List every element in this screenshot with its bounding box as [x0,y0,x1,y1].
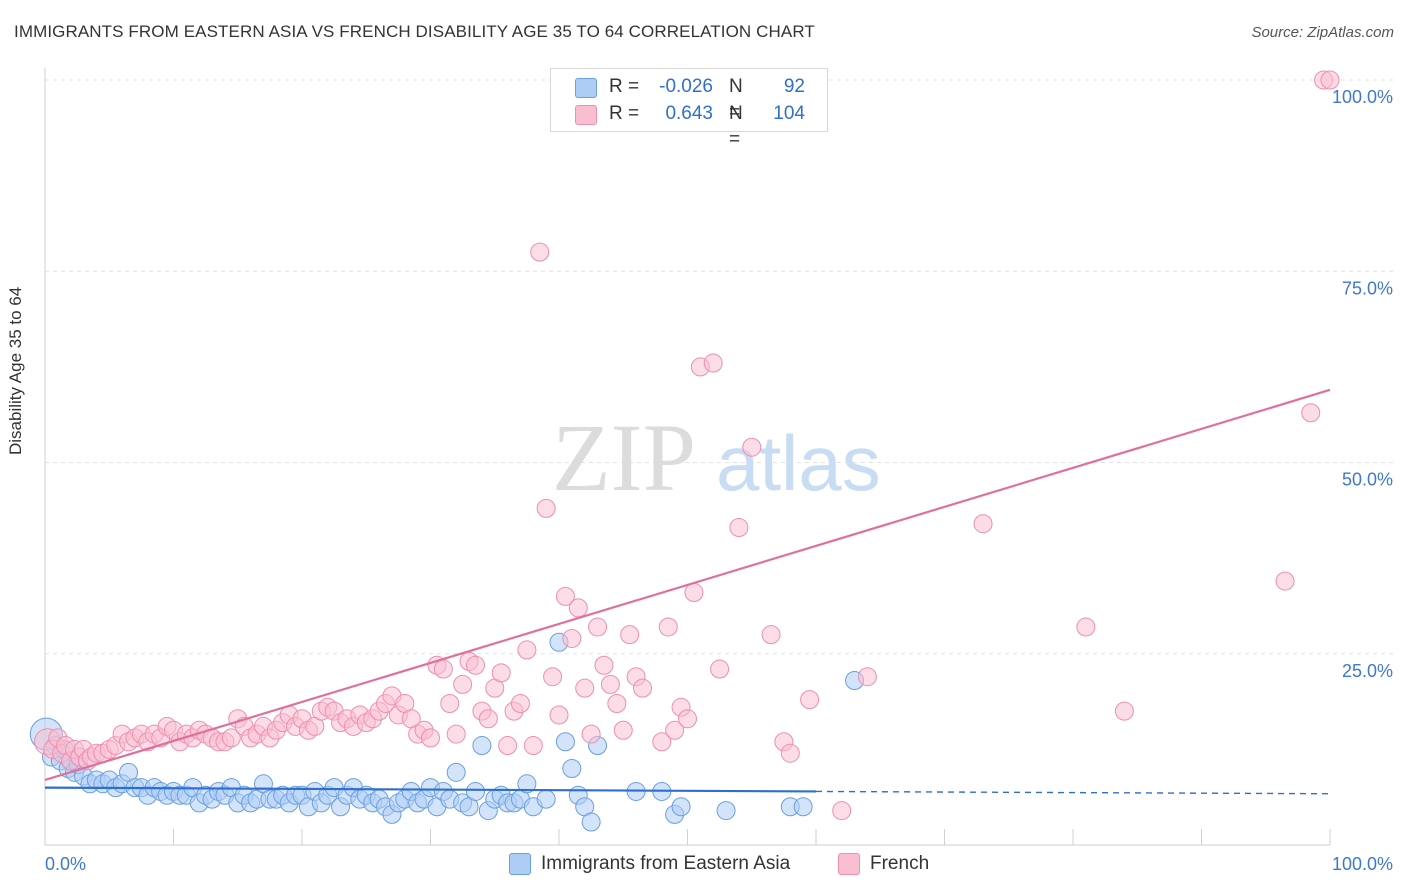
data-point [678,709,697,729]
trend-line-french [44,388,1331,782]
data-point [555,586,575,606]
legend-label-french: French [870,853,930,874]
data-point [498,736,518,756]
watermark-zip: ZIP [552,404,696,511]
data-point [800,690,820,710]
data-point [665,720,685,740]
data-point [465,655,485,675]
data-point [549,705,569,725]
data-point [581,812,601,832]
watermark-atlas: atlas [716,419,881,507]
data-point [478,709,498,729]
data-point [761,625,781,645]
data-point [1275,571,1295,591]
data-point [600,674,620,694]
data-point [536,789,556,809]
stats-box: R = -0.026 N = 92 R = 0.643 N = 104 [550,68,828,150]
watermark: ZIP atlas [552,404,881,511]
data-point [510,693,530,713]
data-point [671,797,691,817]
data-point [555,732,575,752]
stats-n-value: 104 [773,103,805,124]
data-point [575,678,595,698]
data-point [729,518,749,538]
data-point [536,498,556,518]
data-point [221,728,241,748]
data-point [562,628,582,648]
data-point [491,663,511,683]
stats-r-label: R = [609,103,640,124]
data-point [1076,617,1096,637]
stats-r-value: -0.026 [659,76,713,97]
x-tick-label: 100.0% [1332,854,1393,874]
stats-n-value: 92 [783,76,805,97]
trend-line-immigrants-extension [815,790,1331,795]
data-point [446,762,466,782]
stats-n-label: N = [729,76,743,123]
data-point [857,667,877,687]
data-point [716,801,736,821]
trend-lines [44,388,1331,795]
stats-r-value: 0.643 [665,103,713,124]
data-point [1114,701,1134,721]
y-axis-label: Disability Age 35 to 64 [6,286,25,455]
data-point [780,743,800,763]
data-point [742,437,762,457]
stats-swatch-immigrants [575,78,597,98]
data-point [703,353,723,373]
data-point [588,617,608,637]
data-point [1301,403,1321,423]
legend: Immigrants from Eastern Asia French [0,852,1406,878]
trend-line-immigrants [44,786,817,793]
data-point [433,659,453,679]
data-point [472,736,492,756]
legend-label-immigrants: Immigrants from Eastern Asia [541,853,791,874]
legend-swatch-immigrants [509,853,531,875]
data-point [421,728,440,748]
y-tick-label: 50.0% [1342,470,1393,490]
stats-n-label: N = [729,103,743,150]
data-point [973,514,993,534]
data-point [440,693,460,713]
data-point [710,659,730,679]
data-point [517,774,537,794]
y-tick-label: 75.0% [1342,278,1393,298]
data-point [465,781,485,801]
data-point [523,736,543,756]
data-point [607,693,627,713]
tick-labels: 100.0% 75.0% 50.0% 25.0% 0.0% 100.0% [45,87,1393,874]
data-point [446,724,466,744]
data-point [832,801,852,821]
data-point [530,242,550,262]
data-point [793,797,813,817]
data-point [568,598,588,618]
data-point [543,667,563,687]
source-label: Source: ZipAtlas.com [1251,24,1394,41]
data-point [453,674,473,694]
stats-swatch-french [575,105,597,125]
y-tick-label: 100.0% [1332,87,1393,107]
data-point [517,640,537,660]
series-french-points [34,70,1340,821]
data-point [658,617,678,637]
legend-swatch-french [838,853,860,875]
data-point [684,583,704,603]
data-point [562,759,582,778]
x-tick-label: 0.0% [45,854,86,874]
data-point [633,678,653,698]
data-point [594,655,614,675]
y-tick-label: 25.0% [1342,661,1393,681]
data-point [581,724,601,744]
stats-r-label: R = [609,76,640,97]
data-point [652,732,672,752]
data-point [1320,70,1340,90]
data-point [613,720,633,740]
data-point [620,625,640,645]
chart-title: IMMIGRANTS FROM EASTERN ASIA VS FRENCH D… [14,22,815,41]
axes [44,68,1331,846]
